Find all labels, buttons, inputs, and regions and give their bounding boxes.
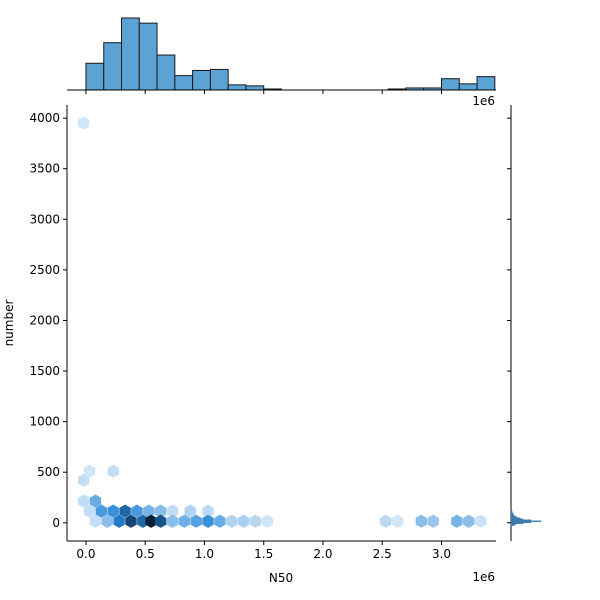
hexbin [380,514,392,528]
hexbin [125,514,137,528]
y-tick-label: 1500 [29,364,60,378]
y-tick-label: 2500 [29,263,60,277]
hexbin [415,514,428,528]
hexbin [89,494,102,508]
top-hist-bar [476,76,496,91]
hexbin [391,514,404,528]
hexbin [101,514,114,528]
x-axis-ticks: 0.0 0.5 1.0 1.5 2.0 2.5 3.0 [76,541,451,561]
top-hist-bar [245,85,265,91]
top-hist-bar [209,68,229,91]
x-tick-label: 2.5 [373,547,392,561]
x-axis-label: N50 [269,571,293,585]
x-tick-label: 0.0 [76,547,95,561]
top-hist-bar [227,84,247,91]
top-hist-bar [138,22,158,91]
x-tick-label: 3.0 [432,547,451,561]
hexbin [77,116,90,130]
top-marginal-histogram [85,17,496,91]
x-tick-label: 0.5 [136,547,155,561]
hexbin [107,504,119,518]
right-hist-bar [510,509,513,511]
hexbin-layer [77,116,487,528]
hexbin [77,473,90,487]
top-hist-ticks [85,90,442,94]
hexbin [131,504,143,518]
y-tick-label: 3500 [29,162,60,176]
y-tick-label: 0 [52,516,60,530]
hexbin [190,514,202,528]
hexbin [237,514,250,528]
y-tick-label: 500 [37,465,60,479]
hexbin [154,514,167,528]
hexbin [83,464,96,478]
hexbin [226,514,238,528]
y-tick-label: 2000 [29,313,60,327]
hexbin [119,504,131,518]
hexbin [178,514,191,528]
hexbin [463,514,475,528]
hexbin [95,504,108,518]
hexbin [184,504,196,518]
top-hist-bar [192,69,211,91]
top-hist-bar [174,75,194,91]
hexbin [451,514,463,528]
hexbin [166,504,179,518]
top-hist-bar [156,54,176,91]
hexbin [474,514,487,528]
hexbin [214,514,226,528]
top-hist-bar [85,62,105,91]
top-offset-label: 1e6 [472,94,495,108]
y-tick-label: 4000 [29,111,60,125]
top-hist-bar [458,83,478,91]
y-tick-label: 3000 [29,212,60,226]
hexbin [202,504,214,518]
hexbin [107,464,119,478]
hexbin [261,514,273,528]
top-hist-bar [121,17,140,91]
hexbin [202,514,214,528]
hexbin [145,514,157,528]
hexbin [249,514,262,528]
hexbin [154,504,167,518]
x-tick-label: 2.0 [313,547,332,561]
y-axis-ticks: 0 500 1000 1500 2000 2500 3000 3500 4000 [29,111,67,530]
hexbin [113,514,125,528]
y-axis-label: number [2,300,16,347]
x-tick-label: 1.5 [254,547,273,561]
right-marginal-histogram [510,509,542,527]
y-tick-label: 1000 [29,415,60,429]
hexbin [143,504,155,518]
x-tick-label: 1.0 [195,547,214,561]
top-hist-bar [103,42,123,91]
hexbin [77,494,90,508]
x-offset-label: 1e6 [472,570,495,584]
hexbin [427,514,439,528]
right-hist-ticks [507,117,511,524]
top-hist-bar [440,78,460,91]
hexbin [89,514,102,528]
hexbin [166,514,179,528]
hexbin [83,504,96,518]
